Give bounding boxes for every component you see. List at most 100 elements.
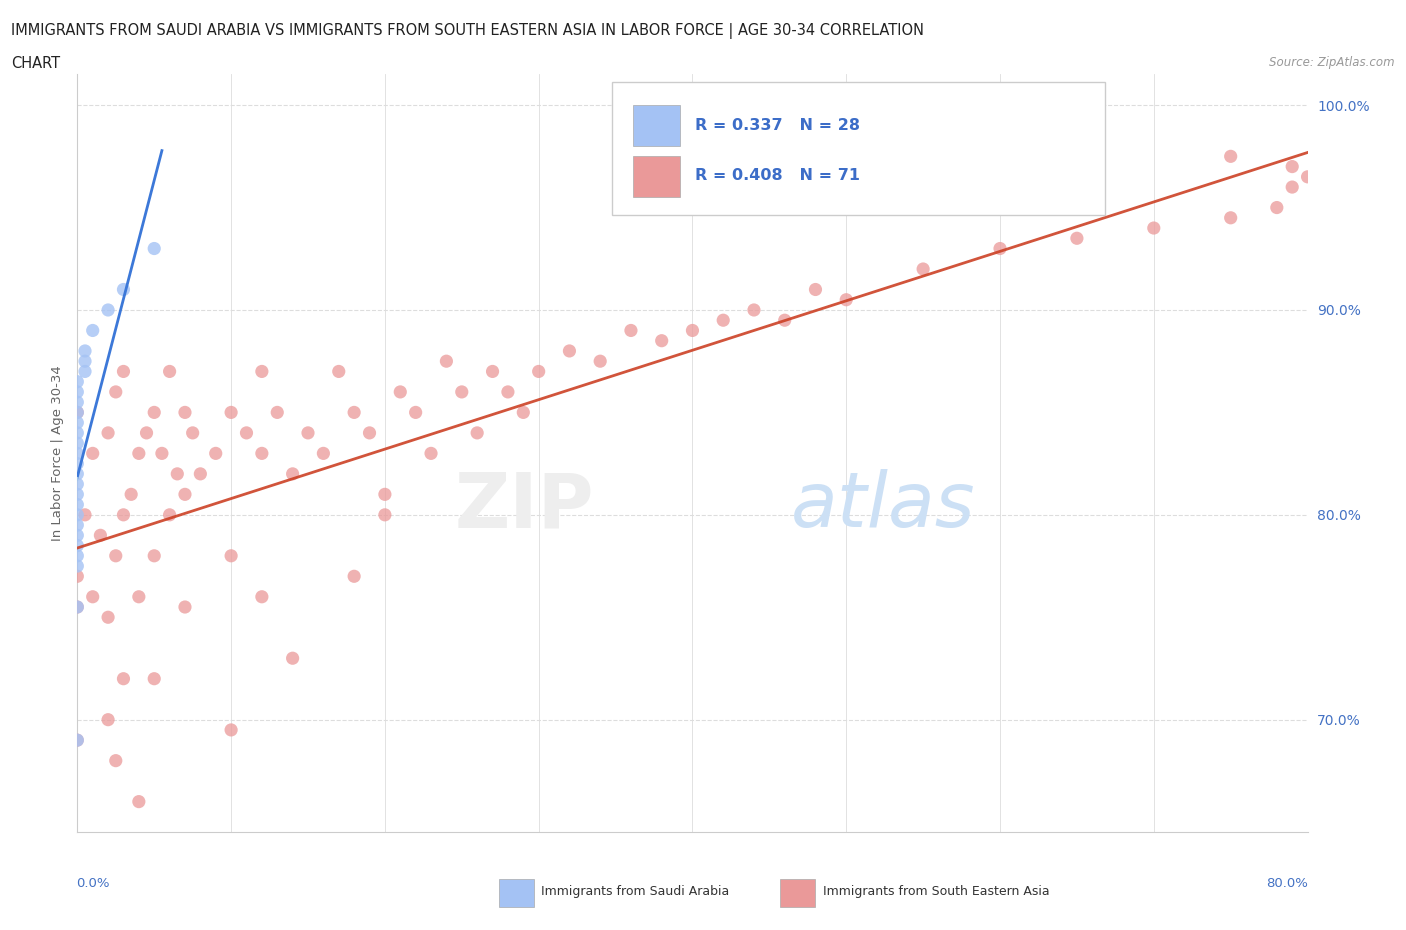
Point xyxy=(66,508,89,523)
FancyBboxPatch shape xyxy=(613,82,1105,215)
Point xyxy=(742,302,765,317)
Point xyxy=(711,312,734,327)
Point xyxy=(159,364,181,379)
Point xyxy=(405,405,427,419)
Point xyxy=(651,333,673,348)
Point xyxy=(89,528,111,543)
Text: 80.0%: 80.0% xyxy=(1265,877,1308,890)
Text: ZIP: ZIP xyxy=(454,470,595,543)
Point xyxy=(181,425,204,440)
Point xyxy=(159,508,181,523)
Point xyxy=(66,425,89,440)
Point xyxy=(120,487,142,502)
Point xyxy=(73,508,96,523)
Point xyxy=(250,446,273,461)
Point xyxy=(66,733,89,748)
Point xyxy=(374,487,396,502)
Y-axis label: In Labor Force | Age 30-34: In Labor Force | Age 30-34 xyxy=(51,365,65,541)
Point xyxy=(250,590,273,604)
Point xyxy=(1219,210,1241,225)
Point xyxy=(66,600,89,615)
Text: Source: ZipAtlas.com: Source: ZipAtlas.com xyxy=(1270,56,1395,69)
Point xyxy=(66,498,89,512)
Point xyxy=(297,425,319,440)
Point xyxy=(589,353,612,368)
Point xyxy=(204,446,226,461)
Point xyxy=(527,364,550,379)
Point xyxy=(66,487,89,502)
Point xyxy=(73,353,96,368)
Point xyxy=(66,457,89,472)
Point xyxy=(143,671,166,686)
Point xyxy=(66,569,89,584)
Point xyxy=(343,405,366,419)
Point xyxy=(112,282,135,297)
Point xyxy=(143,405,166,419)
Point xyxy=(112,508,135,523)
Text: IMMIGRANTS FROM SAUDI ARABIA VS IMMIGRANTS FROM SOUTH EASTERN ASIA IN LABOR FORC: IMMIGRANTS FROM SAUDI ARABIA VS IMMIGRAN… xyxy=(11,23,924,39)
Text: Immigrants from South Eastern Asia: Immigrants from South Eastern Asia xyxy=(823,885,1049,898)
Point xyxy=(73,343,96,358)
Point xyxy=(343,569,366,584)
Point xyxy=(174,600,197,615)
Point xyxy=(1296,169,1319,184)
Point xyxy=(66,384,89,399)
Point xyxy=(66,405,89,419)
Point xyxy=(512,405,534,419)
Point xyxy=(1265,200,1288,215)
Point xyxy=(266,405,288,419)
Point xyxy=(135,425,157,440)
Point xyxy=(1143,220,1166,235)
Point xyxy=(66,549,89,564)
Point xyxy=(66,394,89,409)
Point xyxy=(235,425,257,440)
Text: atlas: atlas xyxy=(792,470,976,543)
Point xyxy=(835,292,858,307)
Point xyxy=(420,446,443,461)
Point xyxy=(66,600,89,615)
FancyBboxPatch shape xyxy=(634,155,681,197)
Point xyxy=(128,794,150,809)
Point xyxy=(250,364,273,379)
Text: CHART: CHART xyxy=(11,56,60,71)
Point xyxy=(66,446,89,461)
Point xyxy=(97,425,120,440)
Point xyxy=(66,415,89,430)
Point xyxy=(773,312,796,327)
Point xyxy=(143,241,166,256)
Point xyxy=(166,467,188,482)
Point xyxy=(682,323,704,338)
Point xyxy=(912,261,935,276)
Point xyxy=(174,487,197,502)
Point xyxy=(481,364,503,379)
Point xyxy=(174,405,197,419)
Point xyxy=(219,723,242,737)
Point xyxy=(328,364,350,379)
Point xyxy=(1219,149,1241,164)
FancyBboxPatch shape xyxy=(634,105,681,146)
Point xyxy=(312,446,335,461)
Point xyxy=(97,712,120,727)
Point xyxy=(104,549,127,564)
Point xyxy=(219,405,242,419)
Point xyxy=(66,467,89,482)
Point xyxy=(66,538,89,553)
Text: 0.0%: 0.0% xyxy=(76,877,110,890)
Text: Immigrants from Saudi Arabia: Immigrants from Saudi Arabia xyxy=(541,885,730,898)
Point xyxy=(66,528,89,543)
Text: R = 0.337   N = 28: R = 0.337 N = 28 xyxy=(695,118,860,133)
Point xyxy=(82,323,104,338)
Point xyxy=(188,467,212,482)
Point xyxy=(128,446,150,461)
Point xyxy=(1066,231,1088,246)
Point xyxy=(150,446,173,461)
Point xyxy=(620,323,643,338)
Point xyxy=(804,282,827,297)
Point xyxy=(465,425,488,440)
Point xyxy=(66,405,89,419)
Point xyxy=(66,435,89,450)
Point xyxy=(128,590,150,604)
Point xyxy=(112,364,135,379)
Point xyxy=(66,477,89,492)
Point xyxy=(988,241,1011,256)
